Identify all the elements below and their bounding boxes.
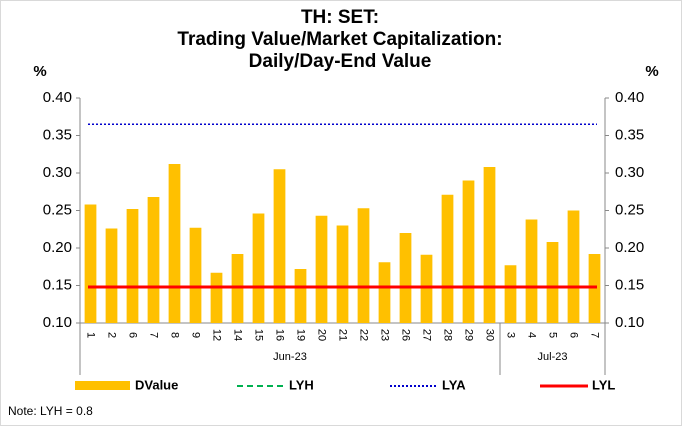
x-tick-label: 20 [316,329,328,341]
x-tick-label: 23 [379,329,391,341]
chart-title: Trading Value/Market Capitalization: [177,29,502,50]
bar [546,242,559,323]
x-tick-label: 2 [106,332,118,338]
bar [441,194,454,323]
bar [420,254,433,323]
reference-lines [88,123,597,289]
x-tick-label: 28 [442,329,454,341]
bar [336,225,349,323]
y-axis-label: % [33,63,46,80]
bar [147,197,160,323]
x-tick-label: 3 [505,332,517,338]
x-tick-label: 30 [484,329,496,341]
bar [357,208,370,323]
x-tick-label: 8 [169,332,181,338]
bar [273,169,286,323]
y2-tick-label: 0.25 [615,201,644,218]
y2-tick-label: 0.20 [615,239,644,256]
note: Note: LYH = 0.8 [8,404,93,418]
y-tick-label: 0.25 [43,201,72,218]
y-tick-label: 0.40 [43,89,72,106]
bar [84,204,97,323]
x-tick-label: 6 [127,332,139,338]
x-tick-label: 6 [568,332,580,338]
y-tick-label: 0.10 [43,314,72,331]
bar [483,167,496,323]
chart-title: TH: SET: [301,7,379,28]
group-label: Jul-23 [538,351,568,363]
x-tick-label: 16 [274,329,286,341]
bar [462,180,475,323]
x-tick-label: 14 [232,329,244,341]
legend-label: DValue [135,377,178,392]
legend-label: LYL [592,377,615,392]
x-tick-label: 12 [211,329,223,341]
bar [504,265,517,323]
x-tick-label: 7 [148,332,160,338]
bar [399,233,412,323]
bar [189,227,202,323]
legend-label: LYA [442,377,466,392]
bar [126,209,139,323]
bar [525,219,538,323]
y2-tick-label: 0.40 [615,89,644,106]
x-tick-label: 21 [337,329,349,341]
bar [168,164,181,323]
y2-tick-label: 0.15 [615,276,644,293]
x-tick-label: 27 [421,329,433,341]
bar [252,213,265,323]
y-tick-label: 0.20 [43,239,72,256]
bar [210,272,223,323]
bar [315,215,328,323]
group-label: Jun-23 [273,351,307,363]
x-tick-label: 29 [463,329,475,341]
x-tick-label: 4 [526,332,538,338]
x-tick-label: 26 [400,329,412,341]
x-tick-label: 5 [547,332,559,338]
y-tick-label: 0.15 [43,276,72,293]
x-tick-label: 15 [253,329,265,341]
y2-tick-label: 0.35 [615,126,644,143]
legend-label: LYH [289,377,314,392]
y2-axis-label: % [645,63,658,80]
y-tick-label: 0.30 [43,164,72,181]
bar [294,269,307,323]
x-tick-label: 9 [190,332,202,338]
x-tick-label: 7 [589,332,601,338]
bar [105,228,118,323]
bar [567,210,580,323]
x-tick-label: 1 [85,332,97,338]
bar [378,262,391,323]
legend-swatch [75,381,130,390]
x-tick-label: 19 [295,329,307,341]
x-tick-label: 22 [358,329,370,341]
chart-title: Daily/Day-End Value [249,51,432,72]
y2-tick-label: 0.30 [615,164,644,181]
y2-tick-label: 0.10 [615,314,644,331]
y-tick-label: 0.35 [43,126,72,143]
